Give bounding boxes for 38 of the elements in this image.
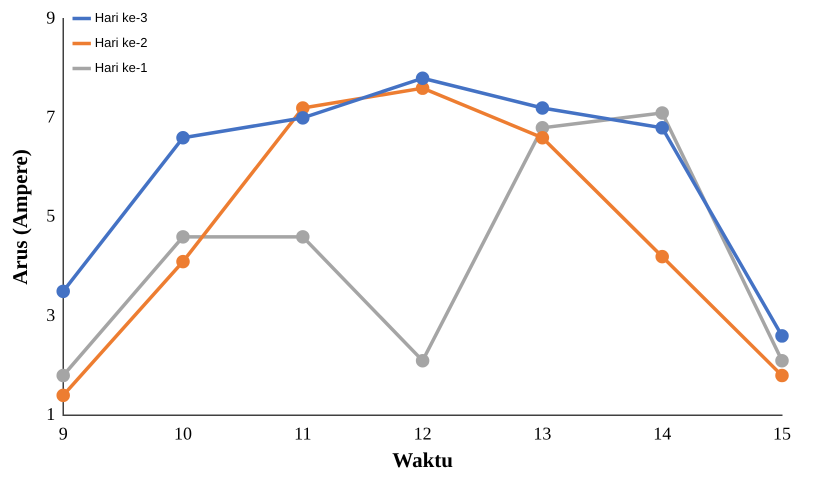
x-tick-label: 11 [294,424,312,444]
point [56,368,70,382]
point [296,101,310,115]
x-tick-label: 14 [653,424,672,444]
x-tick-label: 15 [773,424,791,444]
x-tick-label: 9 [58,424,68,444]
point [176,130,190,144]
legend-label: Hari ke-1 [94,60,148,76]
y-tick-label: 3 [46,304,56,325]
point [775,329,789,343]
y-tick-label: 5 [46,206,56,226]
x-tick-label: 12 [414,424,432,444]
point [416,81,430,95]
point [536,101,550,115]
point [56,284,70,298]
point [176,230,190,244]
point [176,254,190,268]
y-tick-label: 9 [46,8,56,28]
point [655,250,669,264]
point [296,230,310,244]
point [775,368,789,382]
y-axis-title: Arus (Ampere) [8,149,32,285]
point [536,130,550,144]
point [655,106,669,120]
x-tick-label: 10 [174,424,192,444]
point [416,354,430,368]
y-tick-label: 1 [46,404,56,424]
legend-label: Hari ke-3 [94,10,148,26]
x-tick-label: 13 [533,424,552,444]
point [296,111,310,125]
point [536,121,550,135]
legend-label: Hari ke-2 [94,35,148,50]
x-axis-title: Waktu [392,448,454,472]
point [56,388,70,402]
point [416,72,430,86]
point [775,354,789,368]
point [655,121,669,135]
y-tick-label: 7 [46,106,56,127]
